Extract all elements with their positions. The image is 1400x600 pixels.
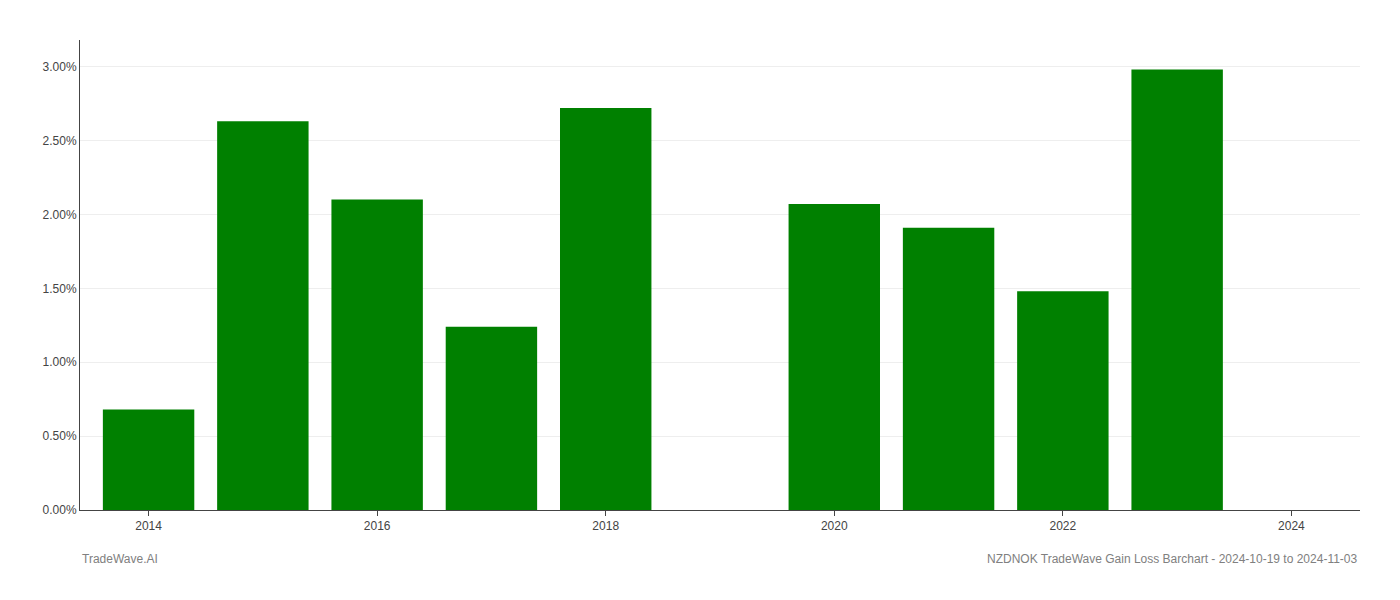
svg-text:3.00%: 3.00% [43,60,77,74]
svg-text:2020: 2020 [821,519,848,533]
svg-text:2018: 2018 [592,519,619,533]
svg-text:2022: 2022 [1050,519,1077,533]
svg-text:2014: 2014 [135,519,162,533]
svg-text:2016: 2016 [364,519,391,533]
svg-text:2024: 2024 [1278,519,1305,533]
svg-text:2.00%: 2.00% [43,208,77,222]
svg-text:1.50%: 1.50% [43,282,77,296]
svg-text:NZDNOK TradeWave Gain Loss Bar: NZDNOK TradeWave Gain Loss Barchart - 20… [987,552,1358,566]
svg-text:TradeWave.AI: TradeWave.AI [82,552,158,566]
svg-text:2.50%: 2.50% [43,134,77,148]
svg-text:0.50%: 0.50% [43,429,77,443]
svg-text:1.00%: 1.00% [43,355,77,369]
svg-text:0.00%: 0.00% [43,503,77,517]
